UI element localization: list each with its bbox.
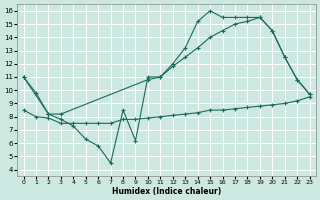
X-axis label: Humidex (Indice chaleur): Humidex (Indice chaleur) (112, 187, 221, 196)
